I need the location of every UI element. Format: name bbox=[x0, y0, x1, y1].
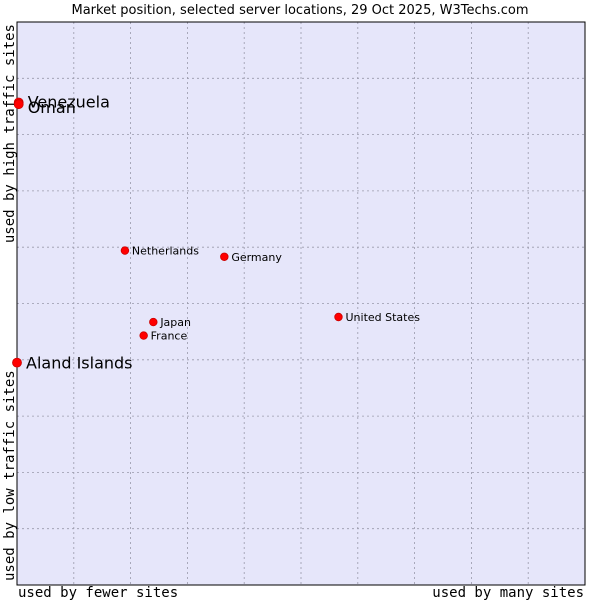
data-label-france: France bbox=[151, 330, 188, 343]
y-axis-label-top: used by high traffic sites bbox=[2, 24, 18, 243]
chart-title: Market position, selected server locatio… bbox=[71, 3, 528, 18]
data-point-germany bbox=[220, 252, 229, 261]
x-axis-label-right: used by many sites bbox=[432, 585, 584, 600]
y-axis-label-bottom: used by low traffic sites bbox=[2, 370, 18, 581]
data-point-japan bbox=[149, 317, 158, 327]
data-label-netherlands: Netherlands bbox=[132, 245, 199, 258]
data-label-united-states: United States bbox=[345, 311, 420, 324]
data-label-oman: Oman bbox=[28, 98, 76, 117]
data-label-aland-islands: Aland Islands bbox=[26, 354, 133, 373]
grid-lines bbox=[17, 22, 585, 585]
data-label-venezuela: Venezuela bbox=[28, 93, 110, 112]
data-point-united-states bbox=[334, 312, 343, 322]
x-axis-label-left: used by fewer sites bbox=[18, 585, 178, 600]
data-point-aland-islands bbox=[12, 357, 22, 368]
plot-frame bbox=[16, 21, 586, 586]
data-label-japan: Japan bbox=[159, 316, 191, 329]
data-point-oman bbox=[13, 99, 24, 110]
data-point-france bbox=[139, 331, 148, 340]
data-label-germany: Germany bbox=[231, 251, 282, 264]
data-point-netherlands bbox=[120, 246, 130, 255]
